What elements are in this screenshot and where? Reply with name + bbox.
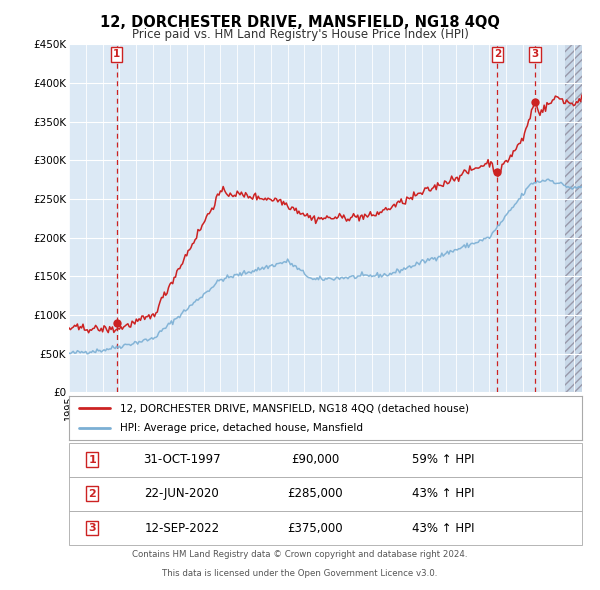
Bar [69,477,582,511]
Bar [69,442,582,477]
Bar [565,44,582,392]
Text: 12-SEP-2022: 12-SEP-2022 [144,522,220,535]
Text: 43% ↑ HPI: 43% ↑ HPI [412,487,475,500]
Text: HPI: Average price, detached house, Mansfield: HPI: Average price, detached house, Mans… [121,423,364,433]
Text: 43% ↑ HPI: 43% ↑ HPI [412,522,475,535]
Bar [69,511,582,545]
Text: £285,000: £285,000 [287,487,343,500]
Text: 1: 1 [88,455,96,464]
Text: Contains HM Land Registry data © Crown copyright and database right 2024.: Contains HM Land Registry data © Crown c… [132,550,468,559]
Text: Price paid vs. HM Land Registry's House Price Index (HPI): Price paid vs. HM Land Registry's House … [131,28,469,41]
Text: 12, DORCHESTER DRIVE, MANSFIELD, NG18 4QQ: 12, DORCHESTER DRIVE, MANSFIELD, NG18 4Q… [100,15,500,30]
Text: 31-OCT-1997: 31-OCT-1997 [143,453,221,466]
Text: 59% ↑ HPI: 59% ↑ HPI [412,453,475,466]
Text: This data is licensed under the Open Government Licence v3.0.: This data is licensed under the Open Gov… [163,569,437,578]
Text: 12, DORCHESTER DRIVE, MANSFIELD, NG18 4QQ (detached house): 12, DORCHESTER DRIVE, MANSFIELD, NG18 4Q… [121,403,469,413]
Text: 2: 2 [88,489,96,499]
Text: 1: 1 [113,50,120,60]
Text: 22-JUN-2020: 22-JUN-2020 [145,487,219,500]
Text: 3: 3 [531,50,538,60]
Text: 3: 3 [88,523,96,533]
Text: £90,000: £90,000 [291,453,340,466]
Text: 2: 2 [494,50,501,60]
Text: £375,000: £375,000 [287,522,343,535]
